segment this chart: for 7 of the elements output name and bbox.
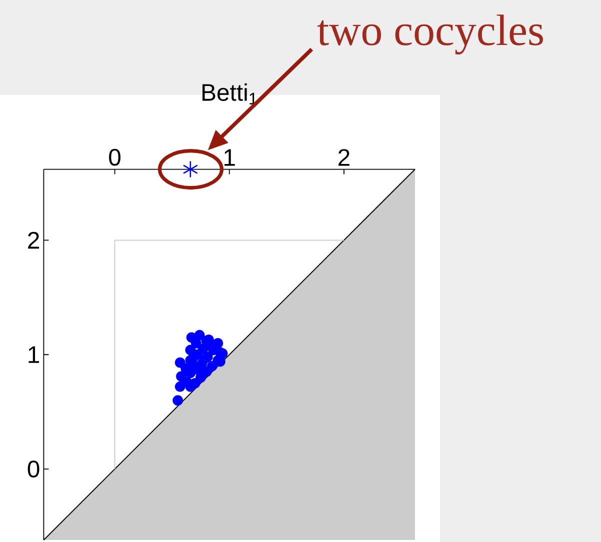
y-tick-label: 0: [28, 460, 40, 478]
x-tick-label: 0: [109, 148, 120, 166]
x-tick-label: 1: [224, 149, 235, 166]
x-tick-label: 2: [338, 149, 350, 166]
text: two cocycles: [317, 14, 543, 54]
y-tick-label: 1: [28, 346, 40, 363]
y-tick-label: 2: [28, 232, 39, 249]
